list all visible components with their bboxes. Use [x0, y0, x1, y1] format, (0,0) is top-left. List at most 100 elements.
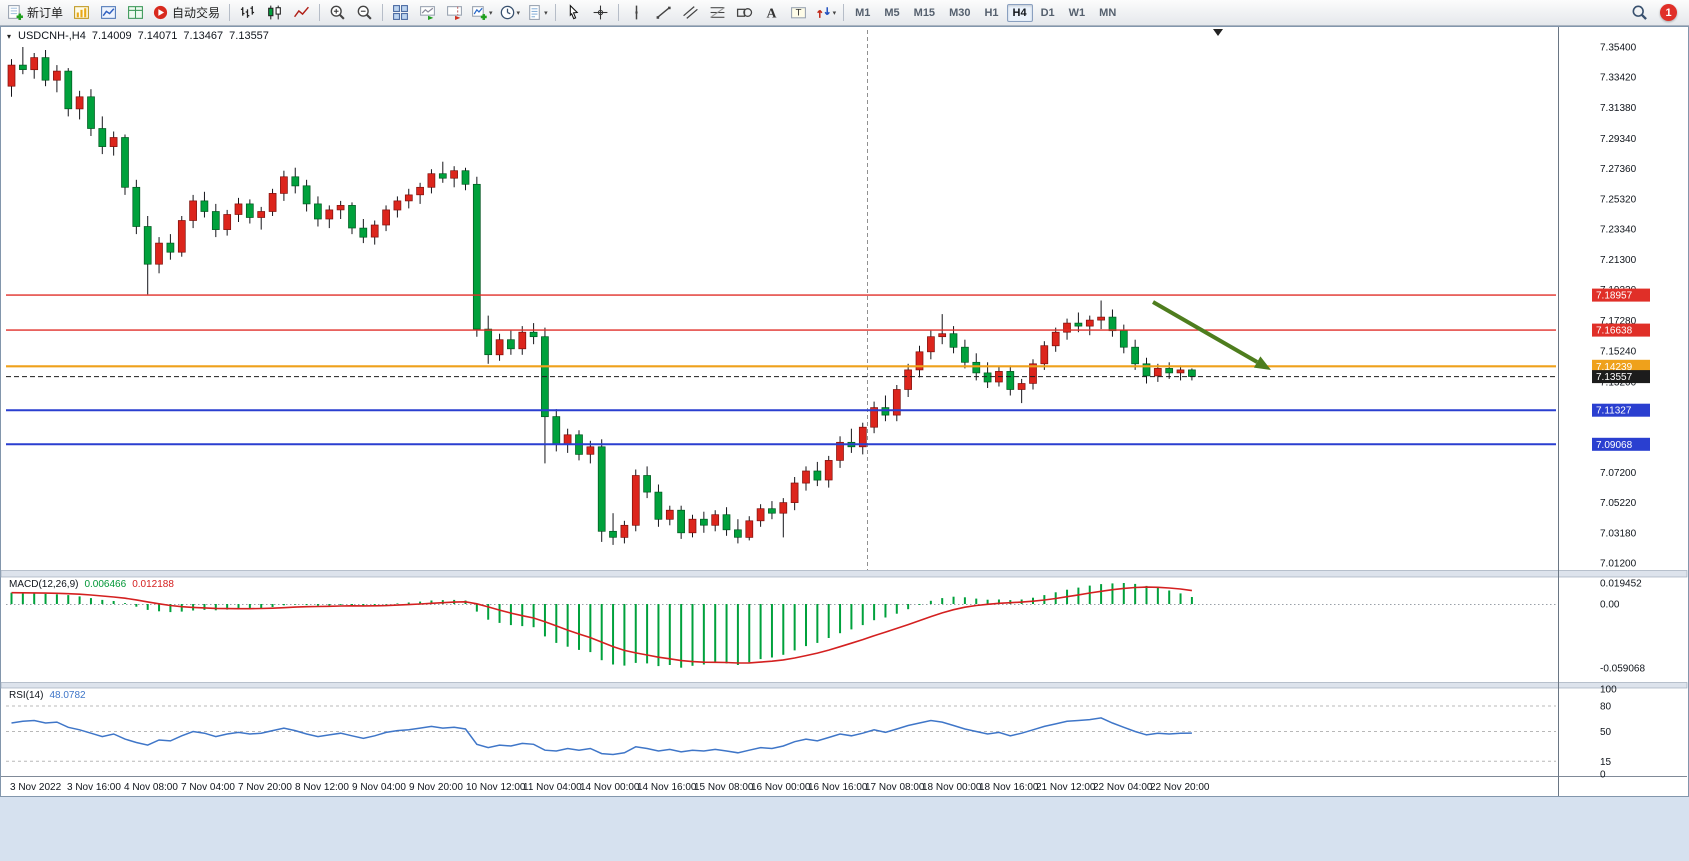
auto-trading-button[interactable]: 自动交易 — [149, 1, 225, 24]
timeframe-mn[interactable]: MN — [1099, 6, 1117, 19]
price-tick-label: 7.23340 — [1600, 225, 1637, 236]
panel-splitter[interactable] — [0, 682, 1688, 689]
time-label: 3 Nov 16:00 — [67, 782, 121, 793]
bull-candle — [1017, 383, 1026, 390]
rsi-line — [11, 717, 1192, 756]
bear-candle — [734, 529, 742, 538]
bull-candle — [416, 186, 424, 196]
periods-button[interactable]: ▾ — [496, 1, 524, 24]
bull-candle — [858, 426, 867, 448]
fibonacci-icon — [709, 4, 726, 21]
bull-candle — [53, 70, 61, 81]
auto-scroll-button[interactable] — [414, 1, 441, 24]
new-chart-button[interactable] — [68, 1, 95, 24]
search-button[interactable] — [1626, 1, 1653, 24]
toolbar-separator — [843, 4, 845, 21]
timeframe-w1[interactable]: W1 — [1068, 6, 1086, 19]
bull-candle — [1085, 319, 1094, 327]
notification-badge[interactable]: 1 — [1660, 4, 1677, 21]
crosshair-button[interactable] — [587, 1, 614, 24]
bid-price-line-price-label — [1592, 370, 1650, 384]
bear-candle — [1142, 363, 1151, 377]
bull-candle — [1176, 369, 1185, 374]
price-axis[interactable] — [1559, 27, 1688, 776]
indicators-button[interactable]: ▾ — [468, 1, 496, 24]
rsi-indicator-label[interactable]: RSI(14) 48.0782 — [7, 690, 88, 701]
timeframe-m15[interactable]: M15 — [913, 6, 936, 19]
text-button[interactable]: A — [758, 1, 785, 24]
timeframe-toolbar: M1 M5 M15 M30 H1 H4 D1 W1 MN — [848, 3, 1123, 22]
main-toolbar: 新订单 自动交易 ▾ ▾ ▾ A T ▾ M1 M5 M15 M30 H1 H4 D1 W1 MN 1 — [0, 0, 1689, 26]
profiles-button[interactable] — [95, 1, 122, 24]
price-tick-label: 7.21300 — [1600, 255, 1637, 266]
timeframe-h4[interactable]: H4 — [1006, 3, 1033, 22]
time-label: 10 Nov 12:00 — [466, 782, 526, 793]
bear-candle — [64, 70, 73, 110]
time-axis[interactable] — [1, 777, 1557, 796]
chart-shift-marker[interactable] — [1213, 29, 1223, 36]
bull-candle — [234, 203, 243, 215]
timeframe-m5[interactable]: M5 — [884, 6, 900, 19]
timeframe-d1[interactable]: D1 — [1040, 6, 1055, 19]
bar-chart-mode-button[interactable] — [234, 1, 261, 24]
bear-candle — [813, 470, 822, 481]
templates-button[interactable]: ▾ — [523, 1, 551, 24]
one-click-trading-toggle[interactable]: ▾ — [7, 31, 12, 41]
resistance-line-2-price-label — [1592, 323, 1650, 337]
bear-candle — [143, 226, 152, 265]
new-order-button[interactable]: 新订单 — [4, 1, 68, 24]
chart-window — [0, 26, 1689, 797]
price-tick-label: 7.07200 — [1600, 468, 1637, 479]
cursor-button[interactable] — [560, 1, 587, 24]
bull-candle — [1029, 363, 1037, 384]
bear-candle — [1119, 330, 1128, 348]
tile-windows-button[interactable] — [387, 1, 414, 24]
panel-splitter[interactable] — [0, 570, 1688, 578]
bull-candle — [30, 57, 39, 71]
bull-candle — [495, 339, 504, 356]
bull-candle — [177, 220, 186, 253]
line-chart-mode-button[interactable] — [288, 1, 315, 24]
bull-candle — [711, 514, 720, 526]
macd-indicator-label[interactable]: MACD(12,26,9) 0.006466 0.012188 — [7, 579, 176, 590]
trendline-button[interactable] — [650, 1, 677, 24]
resistance-line-2-price-text: 7.16638 — [1596, 326, 1633, 337]
bear-candle — [359, 227, 368, 238]
fibonacci-retracement-button[interactable] — [704, 1, 731, 24]
bull-candle — [745, 520, 754, 538]
zoom-out-button[interactable] — [351, 1, 378, 24]
svg-text:T: T — [795, 8, 801, 19]
time-label: 18 Nov 00:00 — [922, 782, 982, 793]
rsi-value: 48.0782 — [49, 690, 86, 701]
trend-arrow-head[interactable] — [1253, 356, 1271, 370]
chart-shift-button[interactable] — [441, 1, 468, 24]
arrows-button[interactable]: ▾ — [812, 1, 840, 24]
timeframe-m30[interactable]: M30 — [949, 6, 971, 19]
templates-icon — [526, 4, 543, 21]
bull-candle — [631, 475, 640, 526]
data-window-button[interactable] — [122, 1, 149, 24]
bear-candle — [200, 200, 209, 212]
ohlc-close: 7.13557 — [229, 30, 269, 42]
time-label: 14 Nov 00:00 — [580, 782, 640, 793]
bear-candle — [881, 407, 890, 416]
trend-arrow-shaft[interactable] — [1152, 300, 1259, 364]
timeframe-m1[interactable]: M1 — [855, 6, 871, 19]
candlestick-mode-button[interactable] — [261, 1, 288, 24]
zoom-in-button[interactable] — [324, 1, 351, 24]
bear-candle — [949, 333, 958, 348]
chevron-down-icon: ▾ — [544, 9, 548, 17]
bull-candle — [518, 331, 527, 350]
bull-candle — [450, 170, 458, 179]
text-label-button[interactable]: T — [785, 1, 812, 24]
shapes-button[interactable] — [731, 1, 758, 24]
equidistant-channel-button[interactable] — [677, 1, 704, 24]
timeframe-h1[interactable]: H1 — [984, 6, 999, 19]
vertical-line-button[interactable] — [623, 1, 650, 24]
channel-icon — [682, 4, 699, 21]
bear-candle — [643, 475, 651, 493]
bear-candle — [1074, 322, 1083, 327]
bull-candle — [280, 176, 288, 194]
macd-signal-value: 0.012188 — [132, 579, 174, 590]
